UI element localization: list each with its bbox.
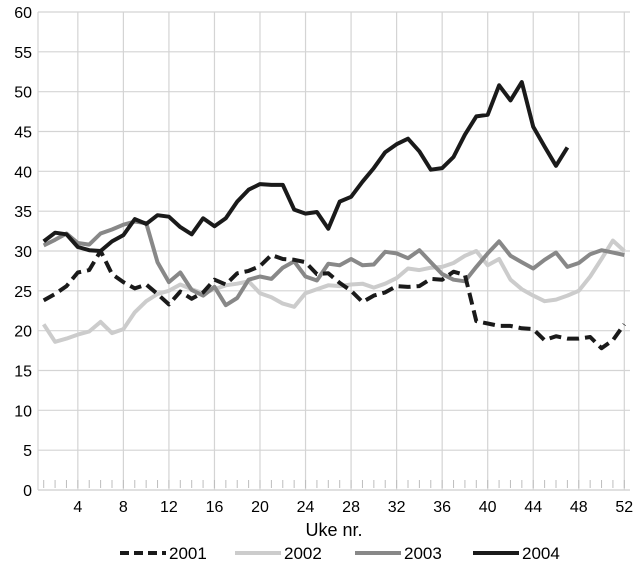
y-tick-label: 35 bbox=[14, 204, 32, 221]
x-tick-label: 52 bbox=[615, 499, 633, 516]
x-tick-label: 16 bbox=[206, 499, 224, 516]
y-tick-label: 45 bbox=[14, 125, 32, 142]
legend-label-2001: 2001 bbox=[169, 544, 207, 563]
series-line-2001 bbox=[42, 249, 626, 351]
y-tick-label: 40 bbox=[14, 164, 32, 181]
x-tick-label: 12 bbox=[160, 499, 178, 516]
series-line-2002 bbox=[42, 238, 626, 344]
x-tick-label: 36 bbox=[433, 499, 451, 516]
x-tick-label: 48 bbox=[570, 499, 588, 516]
y-tick-label: 20 bbox=[14, 324, 32, 341]
y-tick-label: 55 bbox=[14, 45, 32, 62]
y-tick-labels: 0 5 10 15 20 25 30 35 40 45 50 55 60 bbox=[14, 5, 32, 500]
x-tick-label: 32 bbox=[388, 499, 406, 516]
x-axis-title: Uke nr. bbox=[305, 520, 362, 540]
y-tick-label: 50 bbox=[14, 85, 32, 102]
x-tick-labels: 4 8 12 16 20 24 28 32 36 40 44 48 52 bbox=[73, 499, 633, 516]
y-tick-label: 15 bbox=[14, 364, 32, 381]
y-tick-label: 25 bbox=[14, 284, 32, 301]
legend-label-2002: 2002 bbox=[284, 544, 322, 563]
y-tick-label: 5 bbox=[23, 443, 32, 460]
plot-frame bbox=[37, 12, 630, 491]
series-line-2003 bbox=[42, 219, 625, 308]
series-layer bbox=[42, 80, 626, 351]
y-tick-label: 60 bbox=[14, 5, 32, 22]
y-tick-label: 30 bbox=[14, 244, 32, 261]
legend: 2001 2002 2003 2004 bbox=[120, 544, 560, 563]
x-tick-label: 44 bbox=[524, 499, 542, 516]
grid bbox=[38, 11, 630, 491]
x-tick-label: 28 bbox=[342, 499, 360, 516]
legend-label-2004: 2004 bbox=[522, 544, 560, 563]
x-tick-label: 4 bbox=[73, 499, 82, 516]
legend-label-2003: 2003 bbox=[404, 544, 442, 563]
x-tick-label: 8 bbox=[119, 499, 128, 516]
y-tick-label: 10 bbox=[14, 403, 32, 420]
x-tick-label: 20 bbox=[251, 499, 269, 516]
x-tick-label: 24 bbox=[297, 499, 315, 516]
x-tick-label: 40 bbox=[479, 499, 497, 516]
series-line-2004 bbox=[42, 80, 570, 253]
x-minor-ticks bbox=[43, 480, 625, 488]
y-tick-label: 0 bbox=[23, 483, 32, 500]
